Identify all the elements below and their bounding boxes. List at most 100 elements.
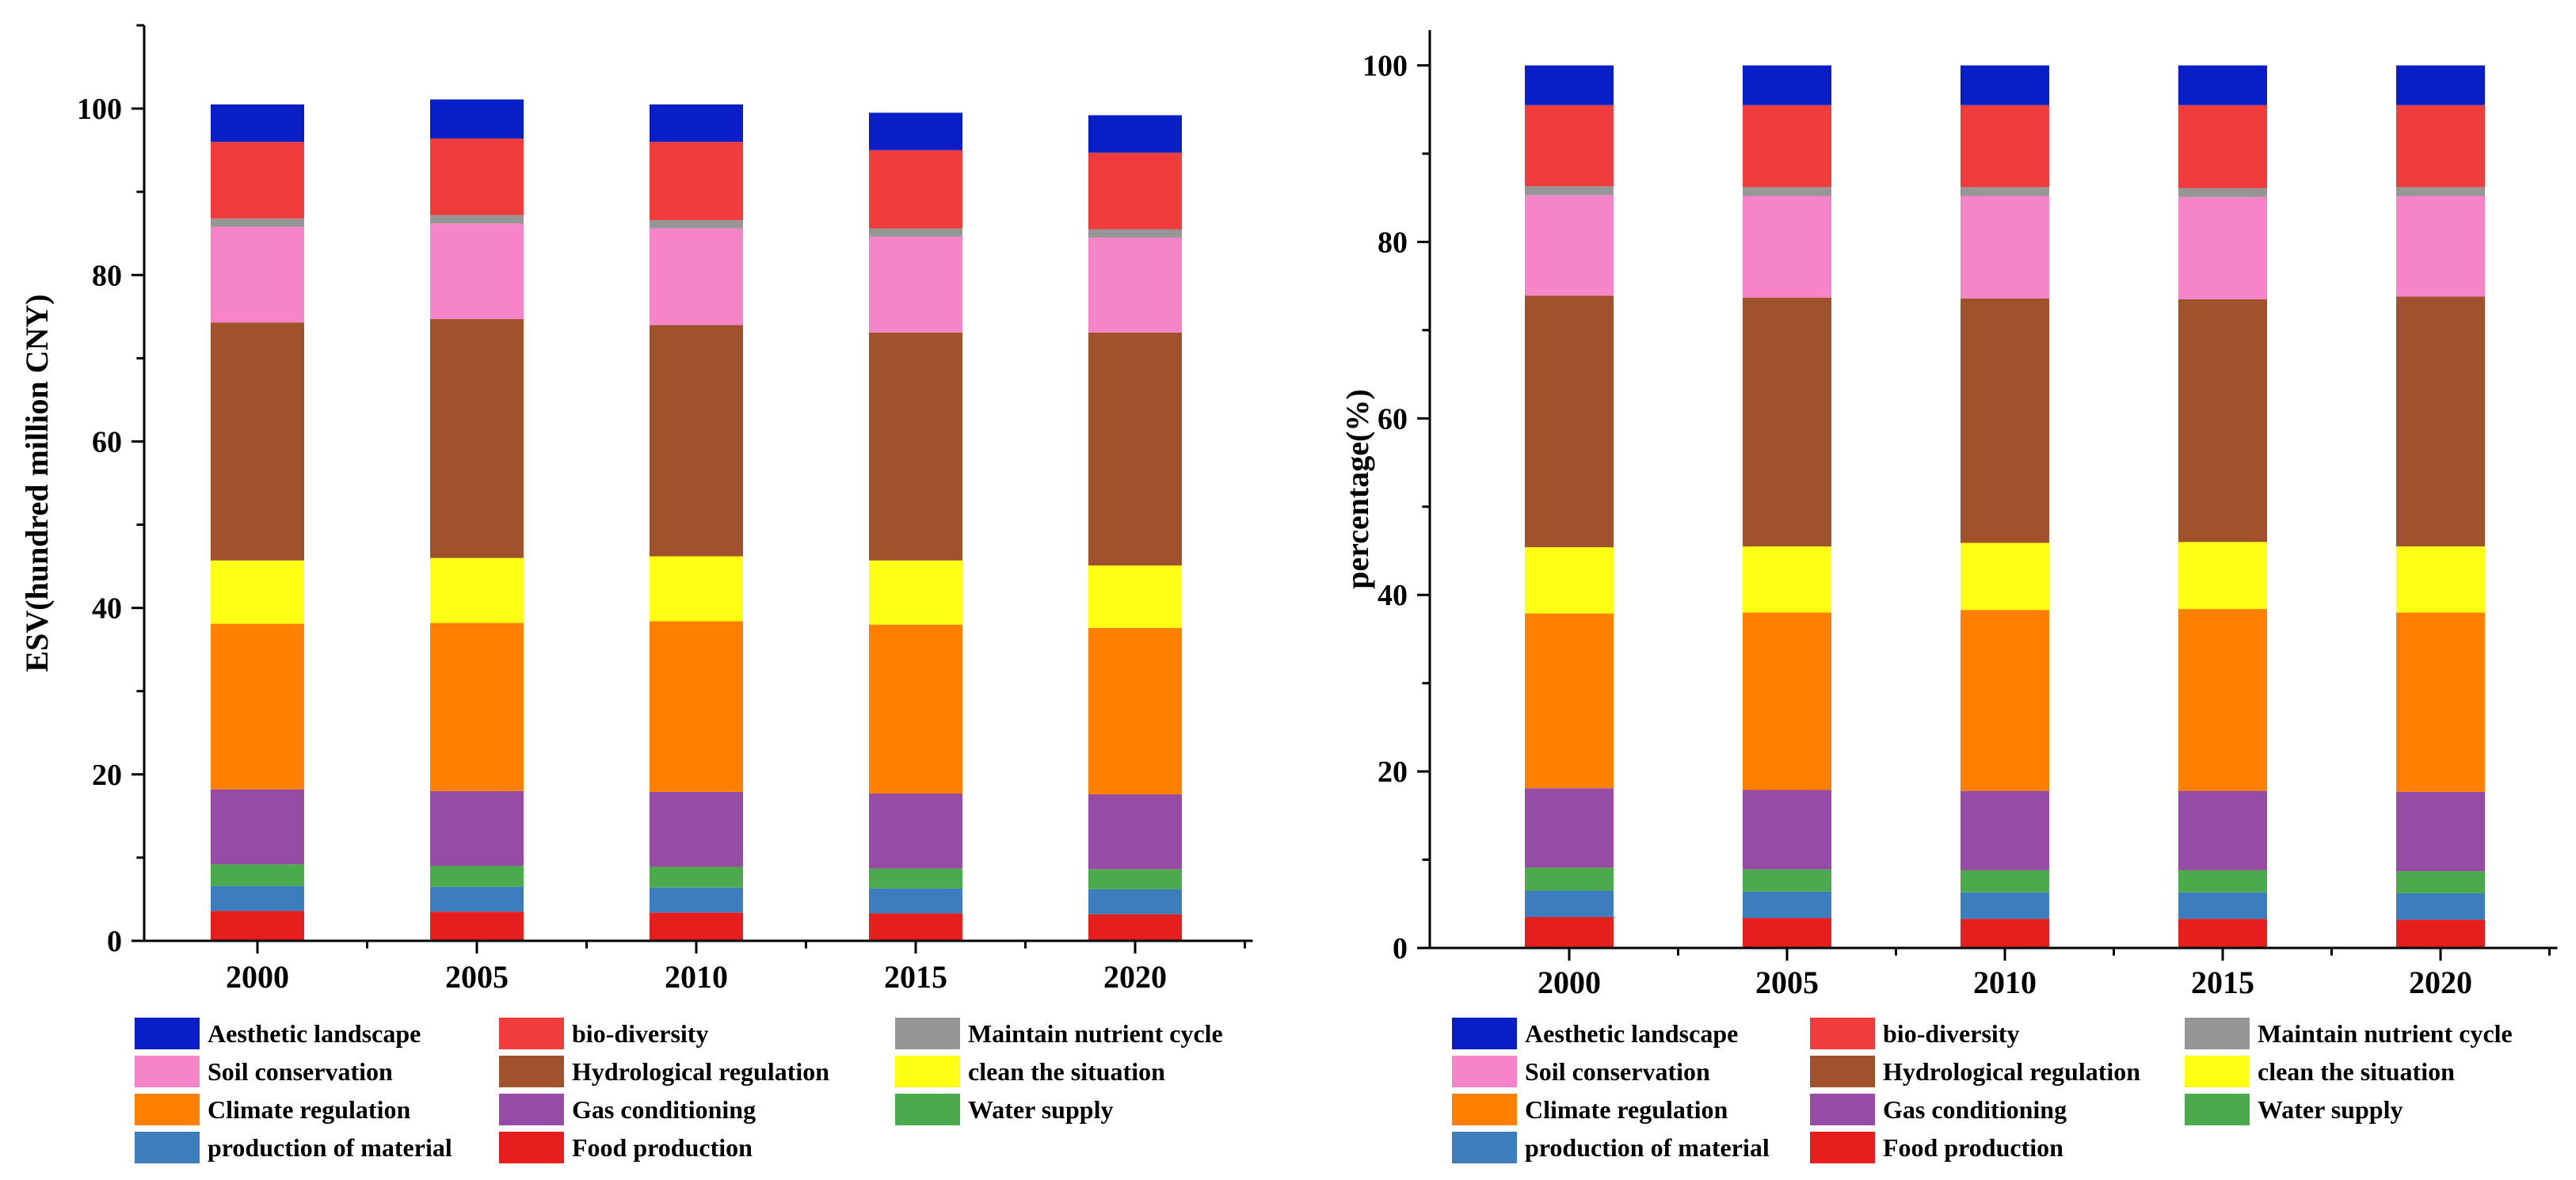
bar-hydrological-regulation-2010: [1961, 299, 2049, 543]
y-tick-label: 60: [1378, 402, 1408, 436]
bar-climate-regulation-2000: [211, 624, 304, 790]
bar-water-supply-2015: [869, 869, 962, 889]
legend-swatch-water-supply: [2185, 1094, 2250, 1125]
bar-clean-the-situation-2020: [1088, 565, 1182, 628]
bar-gas-conditioning-2020: [1088, 794, 1182, 870]
legend-swatch-gas-conditioning: [1810, 1094, 1875, 1125]
bar-clean-the-situation-2015: [2178, 542, 2267, 609]
bar-aesthetic-landscape-2020: [2396, 66, 2485, 105]
bar-food-production-2015: [2178, 919, 2267, 948]
legend-swatch-production-of-material: [135, 1132, 200, 1163]
bar-maintain-nutrient-cycle-2015: [869, 228, 962, 237]
bar-maintain-nutrient-cycle-2000: [211, 219, 304, 227]
bar-climate-regulation-2020: [1088, 628, 1182, 794]
bar-soil-conservation-2000: [1525, 195, 1614, 295]
legend-label-soil-conservation: Soil conservation: [208, 1057, 393, 1086]
legend-swatch-water-supply: [895, 1094, 960, 1125]
bar-gas-conditioning-2010: [1961, 791, 2049, 870]
bar-production-of-material-2015: [2178, 893, 2267, 919]
bar-clean-the-situation-2015: [869, 561, 962, 625]
bar-bio-diversity-2000: [211, 142, 304, 219]
bar-bio-diversity-2000: [1525, 105, 1614, 187]
legend-swatch-hydrological-regulation: [1810, 1056, 1875, 1087]
bar-bio-diversity-2020: [2396, 105, 2485, 188]
x-tick-label-2020: 2020: [2409, 965, 2472, 1000]
bar-aesthetic-landscape-2005: [1743, 66, 1831, 105]
bar-aesthetic-landscape-2020: [1088, 115, 1182, 152]
legend-swatch-maintain-nutrient-cycle: [2185, 1018, 2250, 1049]
bar-climate-regulation-2010: [1961, 610, 2049, 790]
bar-hydrological-regulation-2020: [1088, 333, 1182, 565]
bar-clean-the-situation-2010: [1961, 542, 2049, 610]
bar-climate-regulation-2010: [650, 621, 743, 791]
bar-soil-conservation-2015: [2178, 197, 2267, 299]
bar-food-production-2010: [650, 912, 743, 941]
bar-gas-conditioning-2000: [1525, 788, 1614, 867]
y-tick-label: 0: [1393, 932, 1408, 965]
legend-label-clean-the-situation: clean the situation: [968, 1057, 1165, 1086]
bar-hydrological-regulation-2005: [1743, 298, 1831, 546]
bar-soil-conservation-2020: [2396, 196, 2485, 297]
bar-hydrological-regulation-2010: [650, 325, 743, 556]
legend-label-maintain-nutrient-cycle: Maintain nutrient cycle: [2258, 1019, 2513, 1048]
bar-soil-conservation-2005: [430, 223, 524, 319]
bar-bio-diversity-2010: [650, 142, 743, 220]
y-tick-label: 60: [92, 425, 122, 459]
figure: 0 20 40 60 80 100 2000 2005 2010 2015 2020 ESV(hund…: [0, 0, 2576, 1176]
bar-climate-regulation-2005: [430, 623, 524, 791]
legend-swatch-food-production: [1810, 1132, 1875, 1163]
y-tick-label: 20: [1378, 756, 1408, 789]
legend-label-maintain-nutrient-cycle: Maintain nutrient cycle: [968, 1019, 1223, 1048]
y-tick-label: 80: [92, 259, 122, 292]
bar-aesthetic-landscape-2000: [211, 105, 304, 142]
bar-hydrological-regulation-2000: [211, 322, 304, 561]
bar-aesthetic-landscape-2000: [1525, 66, 1614, 105]
y-axis-title: percentage(%): [1339, 389, 1375, 589]
bar-clean-the-situation-2000: [211, 561, 304, 624]
bar-bio-diversity-2010: [1961, 105, 2049, 188]
bar-food-production-2010: [1961, 919, 2049, 948]
bar-climate-regulation-2000: [1525, 614, 1614, 789]
legend-label-aesthetic-landscape: Aesthetic landscape: [208, 1019, 421, 1048]
bar-climate-regulation-2005: [1743, 613, 1831, 790]
x-tick-label-2020: 2020: [1103, 959, 1167, 995]
bar-water-supply-2020: [2396, 871, 2485, 893]
bar-maintain-nutrient-cycle-2005: [1743, 187, 1831, 196]
bar-bio-diversity-2005: [430, 139, 524, 215]
bar-clean-the-situation-2010: [650, 556, 743, 621]
bar-maintain-nutrient-cycle-2020: [1088, 229, 1182, 238]
legend-swatch-production-of-material: [1452, 1132, 1517, 1163]
legend-swatch-maintain-nutrient-cycle: [895, 1018, 960, 1049]
bar-production-of-material-2015: [869, 889, 962, 914]
bar-aesthetic-landscape-2005: [430, 100, 524, 139]
x-tick-label-2005: 2005: [445, 959, 509, 995]
bar-water-supply-2010: [1961, 870, 2049, 893]
bar-gas-conditioning-2005: [430, 791, 524, 866]
bar-water-supply-2010: [650, 866, 743, 887]
bar-clean-the-situation-2000: [1525, 547, 1614, 614]
bar-gas-conditioning-2015: [2178, 791, 2267, 870]
bar-gas-conditioning-2015: [869, 794, 962, 869]
bar-soil-conservation-2015: [869, 237, 962, 333]
bar-soil-conservation-2010: [1961, 196, 2049, 299]
legend-swatch-climate-regulation: [1452, 1094, 1517, 1125]
bar-maintain-nutrient-cycle-2020: [2396, 187, 2485, 196]
bar-maintain-nutrient-cycle-2000: [1525, 186, 1614, 195]
bar-production-of-material-2010: [1961, 893, 2049, 919]
legend-swatch-bio-diversity: [1810, 1018, 1875, 1049]
y-tick-label: 0: [107, 925, 122, 958]
legend-label-production-of-material: production of material: [1525, 1133, 1770, 1162]
bar-clean-the-situation-2020: [2396, 546, 2485, 613]
bar-hydrological-regulation-2015: [869, 333, 962, 561]
bar-maintain-nutrient-cycle-2005: [430, 215, 524, 224]
bar-food-production-2020: [2396, 919, 2485, 948]
legend-label-hydrological-regulation: Hydrological regulation: [1883, 1057, 2140, 1086]
bar-food-production-2000: [211, 911, 304, 941]
percentage-chart-panel: 0 20 40 60 80 100 2000 2005 2010 2015 2020 percenta…: [1339, 30, 2558, 1163]
y-tick-label: 40: [1378, 579, 1408, 612]
bar-soil-conservation-2005: [1743, 196, 1831, 298]
bar-maintain-nutrient-cycle-2010: [1961, 187, 2049, 196]
x-tick-label-2000: 2000: [226, 959, 289, 995]
y-tick-label: 40: [92, 592, 122, 626]
x-tick-label-2015: 2015: [2191, 965, 2254, 1000]
